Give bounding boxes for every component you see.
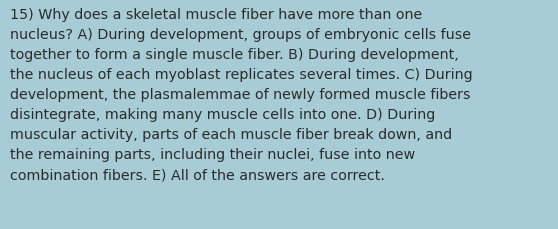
Text: 15) Why does a skeletal muscle fiber have more than one
nucleus? A) During devel: 15) Why does a skeletal muscle fiber hav… [10, 8, 473, 182]
